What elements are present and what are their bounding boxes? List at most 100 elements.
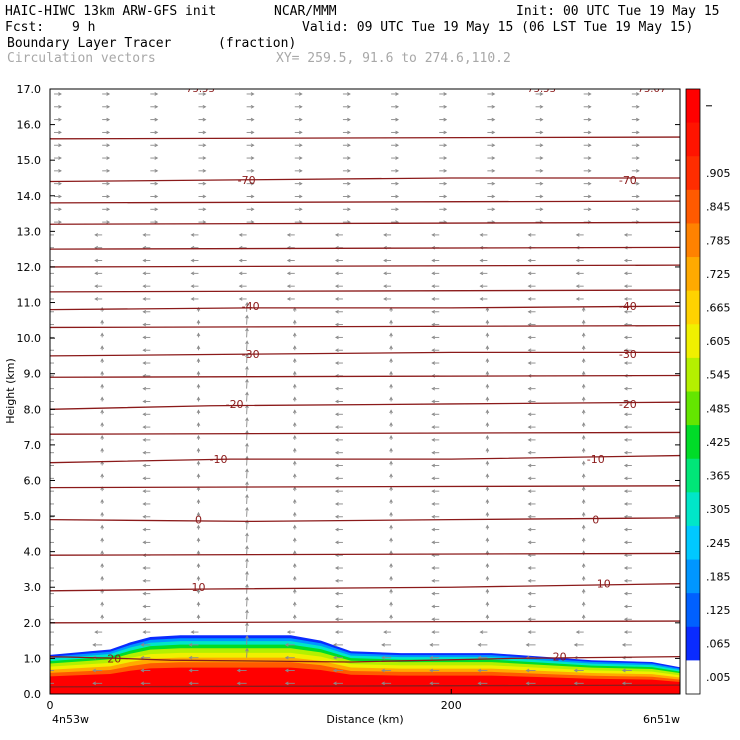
wind-vector-head xyxy=(443,156,448,160)
wind-vector-head xyxy=(443,117,448,122)
wind-vector-head xyxy=(623,412,628,417)
wind-vector-head xyxy=(202,104,207,109)
wind-vector-head xyxy=(292,614,297,619)
isotherm-label: -30 xyxy=(619,348,637,361)
wind-vector-head xyxy=(236,668,241,673)
wind-vector-head xyxy=(238,297,243,301)
colorbar-label: .125 xyxy=(706,604,731,617)
wind-vector-head xyxy=(527,527,532,532)
isotherm-label: -10 xyxy=(587,453,605,466)
contour-line xyxy=(50,246,680,250)
wind-vector-head xyxy=(395,130,400,135)
wind-vector-head xyxy=(581,563,586,567)
colorbar-segment xyxy=(686,593,700,628)
field-units: (fraction) xyxy=(218,36,297,51)
wind-vector xyxy=(246,494,248,504)
wind-vector-head xyxy=(47,298,50,301)
contour-line xyxy=(50,431,680,435)
wind-vector-head xyxy=(334,617,339,622)
wind-vector-head xyxy=(92,668,97,673)
wind-vector-head xyxy=(245,481,249,486)
wind-vector-head xyxy=(443,169,448,173)
wind-vector-head xyxy=(527,348,532,353)
wind-vector-head xyxy=(581,447,586,452)
wind-vector-head xyxy=(142,450,147,455)
x-axis-title: Distance (km) xyxy=(326,713,403,726)
wind-vector-head xyxy=(395,207,400,212)
wind-vector-head xyxy=(94,630,99,634)
wind-vector-head xyxy=(202,181,207,186)
wind-vector-head xyxy=(196,614,201,619)
wind-vector xyxy=(246,520,248,530)
wind-vector xyxy=(246,315,248,325)
wind-vector-head xyxy=(47,554,50,557)
wind-vector-head xyxy=(196,434,201,439)
wind-vector-head xyxy=(100,447,104,452)
wind-vector-head xyxy=(587,156,592,160)
wind-vector-head xyxy=(431,591,436,596)
wind-vector-head xyxy=(94,271,99,276)
wind-vector-head xyxy=(292,550,297,555)
wind-vector-head xyxy=(292,473,297,478)
wind-vector-head xyxy=(491,156,496,160)
isotherm-label: -70 xyxy=(619,174,637,187)
wind-vector-head xyxy=(573,681,578,686)
wind-vector-head xyxy=(479,630,484,634)
wind-vector-head xyxy=(431,233,436,237)
wind-vector-head xyxy=(196,370,201,375)
wind-vector-head xyxy=(431,489,436,493)
colorbar-label: .545 xyxy=(706,369,731,382)
colorbar-label: .245 xyxy=(706,537,731,550)
wind-vector-head xyxy=(431,297,436,301)
wind-vector-head xyxy=(188,643,193,647)
wind-vector-head xyxy=(142,630,147,634)
wind-vector-head xyxy=(100,409,104,414)
wind-vector-head xyxy=(292,447,297,452)
wind-vector-head xyxy=(623,309,628,314)
wind-vector-head xyxy=(347,130,351,135)
wind-vector-head xyxy=(485,332,490,337)
wind-vector-head xyxy=(292,383,297,388)
y-tick-label: 0.0 xyxy=(24,688,42,701)
wind-vector-head xyxy=(47,246,50,249)
wind-vector-head xyxy=(47,592,50,595)
wind-vector-head xyxy=(491,104,496,109)
wind-vector-head xyxy=(347,207,351,212)
wind-vector-head xyxy=(491,169,496,173)
valid-time: Valid: 09 UTC Tue 19 May 15 (06 LST Tue … xyxy=(302,20,694,35)
wind-vector-head xyxy=(190,284,195,288)
contour-line xyxy=(50,221,680,225)
wind-vector-head xyxy=(47,362,50,365)
x-tick-label: 200 xyxy=(441,699,462,712)
wind-vector-head xyxy=(334,309,339,314)
wind-vector-head xyxy=(154,117,159,122)
wind-vector-head xyxy=(284,668,289,673)
wind-vector-head xyxy=(587,104,592,109)
wind-vector-head xyxy=(383,297,387,301)
wind-vector xyxy=(246,366,248,376)
wind-vector-head xyxy=(491,181,496,186)
wind-vector-head xyxy=(581,511,586,516)
wind-vector-head xyxy=(527,271,532,276)
isotherm-label: 0 xyxy=(195,514,202,527)
wind-vector-head xyxy=(334,361,339,365)
wind-vector-head xyxy=(635,156,640,160)
wind-vector-head xyxy=(47,541,50,544)
field-name: Boundary Layer Tracer xyxy=(7,36,172,51)
wind-vector-head xyxy=(245,545,249,550)
wind-vector-head xyxy=(100,563,104,567)
wind-vector xyxy=(246,443,248,453)
wind-vector-head xyxy=(527,309,532,314)
wind-vector-head xyxy=(527,335,532,340)
wind-vector-head xyxy=(292,524,297,529)
wind-vector-head xyxy=(573,643,578,647)
wind-vector xyxy=(246,610,248,620)
wind-vector-head xyxy=(245,327,249,332)
wind-vector-head xyxy=(334,540,339,545)
wind-vector-head xyxy=(477,681,482,686)
wind-vector-head xyxy=(539,130,544,135)
wind-vector-head xyxy=(250,104,255,109)
wind-vector-head xyxy=(581,550,586,555)
wind-vector xyxy=(246,456,248,466)
wind-vector-head xyxy=(58,143,62,148)
